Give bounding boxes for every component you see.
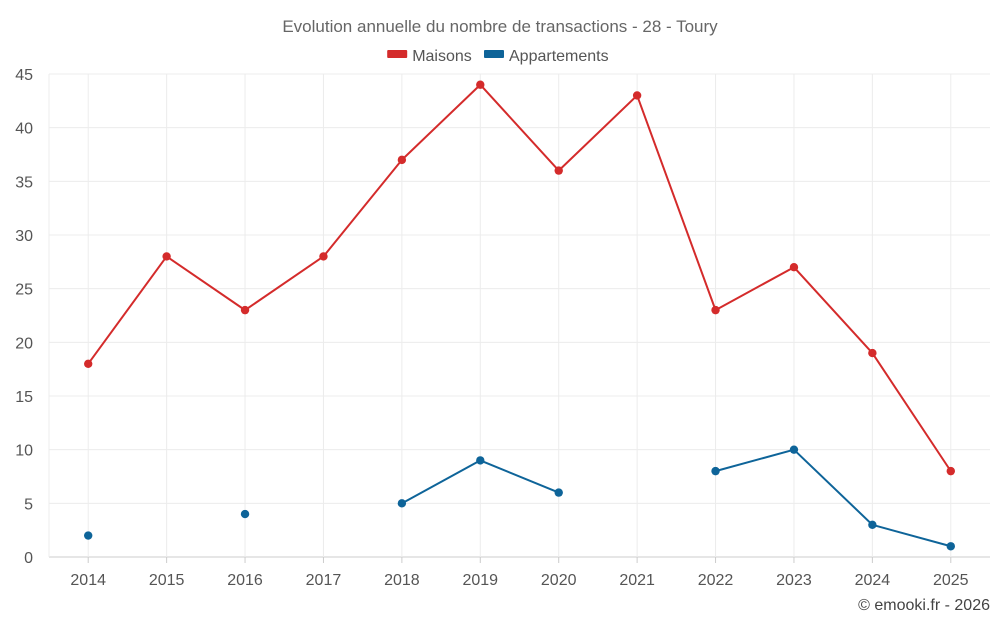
y-tick-label: 5 (24, 496, 33, 513)
series-line (714, 448, 952, 548)
data-point[interactable] (946, 466, 955, 476)
data-point[interactable] (476, 80, 485, 89)
data-point[interactable] (84, 359, 93, 368)
data-point[interactable] (554, 488, 563, 497)
data-point[interactable] (240, 305, 250, 315)
chart-title: Evolution annuelle du nombre de transact… (282, 17, 718, 36)
data-point[interactable] (711, 466, 720, 476)
data-point[interactable] (868, 520, 877, 529)
grid (49, 73, 990, 558)
data-point[interactable] (554, 166, 563, 175)
data-point[interactable] (397, 155, 407, 165)
legend-item[interactable]: Maisons (387, 48, 472, 65)
x-tick-label: 2019 (462, 572, 498, 589)
x-tick-label: 2017 (306, 572, 342, 589)
legend-item[interactable]: Appartements (484, 48, 609, 65)
x-tick-label: 2022 (698, 572, 734, 589)
y-tick-label: 30 (15, 228, 33, 245)
data-point[interactable] (868, 348, 877, 358)
x-tick-label: 2018 (384, 572, 420, 589)
x-tick-label: 2015 (149, 572, 185, 589)
y-tick-label: 20 (15, 335, 33, 352)
x-tick-label: 2023 (776, 572, 812, 589)
data-point[interactable] (711, 305, 720, 315)
data-point[interactable] (319, 252, 328, 261)
data-point[interactable] (789, 263, 799, 272)
x-tick-label: 2021 (619, 572, 655, 589)
data-point[interactable] (240, 509, 250, 519)
series-line (87, 83, 952, 473)
series-maisons (84, 80, 955, 476)
credit-text: © emooki.fr - 2026 (858, 597, 990, 614)
data-point[interactable] (476, 456, 485, 465)
x-tick-label: 2024 (855, 572, 891, 589)
y-tick-label: 45 (15, 67, 33, 84)
legend-swatch (484, 50, 504, 58)
data-point[interactable] (946, 542, 955, 551)
legend-label: Maisons (412, 48, 472, 65)
legend-swatch (387, 50, 408, 58)
y-tick-label: 15 (15, 389, 33, 406)
x-tick-label: 2025 (933, 572, 969, 589)
data-point[interactable] (789, 445, 799, 454)
data-point[interactable] (397, 499, 407, 508)
y-tick-label: 0 (24, 550, 33, 567)
x-tick-label: 2014 (70, 572, 106, 589)
legend-label: Appartements (509, 48, 609, 65)
y-tick-label: 35 (15, 174, 33, 191)
y-tick-label: 25 (15, 282, 33, 299)
data-point[interactable] (632, 91, 642, 100)
series-layer (84, 80, 955, 551)
legend: Maisons Appartements (387, 48, 609, 65)
data-point[interactable] (162, 252, 171, 261)
y-tick-label: 40 (15, 121, 33, 138)
x-tick-label: 2016 (227, 572, 263, 589)
y-tick-label: 10 (15, 443, 33, 460)
data-point[interactable] (84, 531, 93, 540)
series-appartements (84, 445, 955, 551)
x-tick-label: 2020 (541, 572, 577, 589)
